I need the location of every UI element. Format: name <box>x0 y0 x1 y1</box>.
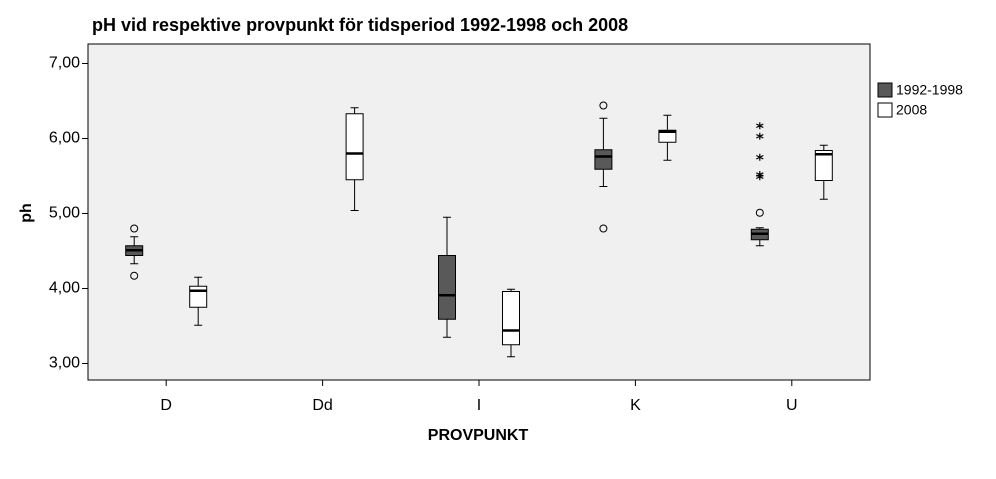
box <box>189 285 208 308</box>
outlier <box>599 224 608 233</box>
legend-label: 2008 <box>896 102 927 118</box>
x-tick-label: K <box>630 397 641 414</box>
y-tick-label: 7,00 <box>49 55 80 72</box>
x-tick-label: I <box>477 397 481 414</box>
legend-label: 1992-1998 <box>896 82 963 98</box>
outlier <box>755 208 764 217</box>
chart-title: pH vid respektive provpunkt för tidsperi… <box>92 15 628 35</box>
outlier <box>599 101 608 110</box>
box <box>345 113 364 181</box>
y-tick-label: 3,00 <box>49 355 80 372</box>
x-tick-label: D <box>160 397 172 414</box>
x-tick-label: Dd <box>312 397 332 414</box>
y-tick-label: 5,00 <box>49 205 80 222</box>
extreme <box>756 173 764 181</box>
extreme <box>756 122 764 130</box>
outlier <box>130 224 139 233</box>
x-axis-label: PROVPUNKT <box>428 427 529 444</box>
outlier <box>130 271 139 280</box>
y-axis-label: ph <box>18 203 35 223</box>
plot-area <box>87 43 871 381</box>
legend-swatch <box>877 102 893 118</box>
y-tick-label: 4,00 <box>49 280 80 297</box>
box <box>438 255 456 320</box>
y-tick-label: 6,00 <box>49 130 80 147</box>
extreme <box>756 153 764 161</box>
box <box>658 129 677 143</box>
box <box>594 149 613 170</box>
legend-swatch <box>877 82 893 98</box>
extreme <box>756 132 764 140</box>
box <box>502 291 520 346</box>
x-tick-label: U <box>786 397 798 414</box>
box <box>814 150 833 181</box>
